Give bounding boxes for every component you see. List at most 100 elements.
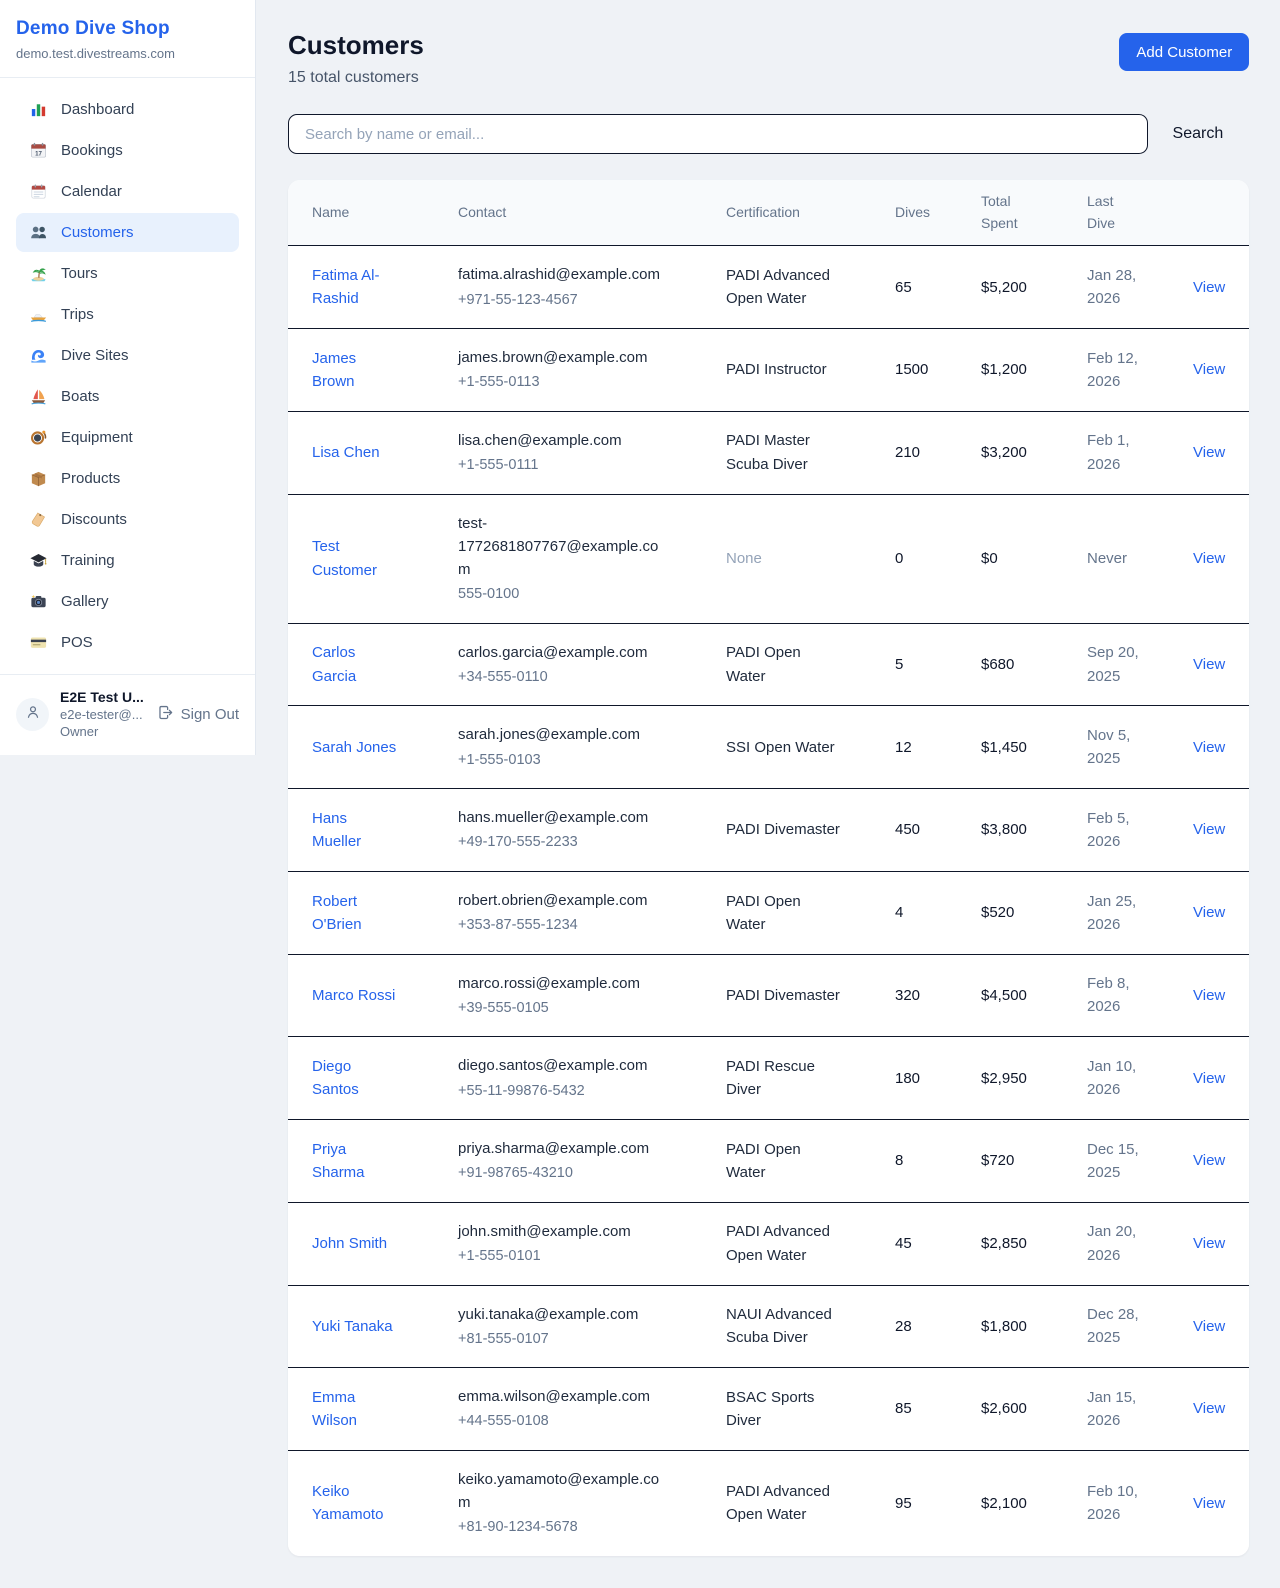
view-link[interactable]: View — [1193, 1400, 1226, 1418]
view-link[interactable]: View — [1193, 904, 1226, 922]
view-link[interactable]: View — [1193, 444, 1226, 462]
sidebar-nav: Dashboard 17 Bookings Calendar Customers Tour… — [0, 78, 255, 674]
view-link[interactable]: View — [1193, 655, 1226, 673]
user-email: e2e-tester@... — [60, 707, 143, 722]
sidebar-item-equipment[interactable]: Equipment — [16, 418, 239, 457]
customer-dives: 95 — [895, 1494, 912, 1512]
sidebar-item-calendar[interactable]: Calendar — [16, 172, 239, 211]
table-row: Emma Wilson emma.wilson@example.com +44-… — [288, 1368, 1250, 1451]
sidebar-item-training[interactable]: Training — [16, 541, 239, 580]
sidebar-item-dashboard[interactable]: Dashboard — [16, 90, 239, 129]
customer-email: sarah.jones@example.com — [458, 726, 640, 744]
customer-phone: +971-55-123-4567 — [458, 291, 578, 308]
customer-name-link[interactable]: Robert O'Brien — [312, 892, 362, 933]
customer-name-link[interactable]: Test Customer — [312, 538, 378, 579]
customer-phone: +49-170-555-2233 — [458, 834, 578, 851]
sidebar-item-label: POS — [61, 634, 93, 651]
add-customer-button[interactable]: Add Customer — [1119, 33, 1250, 71]
page-header-text: Customers 15 total customers — [288, 30, 424, 87]
customer-email: keiko.yamamoto@example.com — [458, 1470, 660, 1512]
svg-text:17: 17 — [35, 150, 42, 157]
sidebar-item-discounts[interactable]: Discounts — [16, 500, 239, 539]
sidebar-item-trips[interactable]: Trips — [16, 295, 239, 334]
sidebar-item-products[interactable]: Products — [16, 459, 239, 498]
customer-total-spent: $520 — [981, 904, 1015, 922]
customer-email: james.brown@example.com — [458, 349, 648, 367]
customer-name-link[interactable]: Marco Rossi — [312, 986, 396, 1004]
customer-name-link[interactable]: Priya Sharma — [312, 1140, 365, 1181]
wave-icon — [29, 346, 48, 365]
user-name: E2E Test U... — [60, 689, 144, 705]
view-link[interactable]: View — [1193, 278, 1226, 296]
customer-name-link[interactable]: James Brown — [312, 349, 357, 390]
sign-out-label: Sign Out — [180, 705, 239, 723]
customer-phone: +1-555-0103 — [458, 751, 541, 768]
camera-icon — [29, 592, 48, 611]
search-button[interactable]: Search — [1148, 125, 1250, 143]
sidebar-item-tours[interactable]: Tours — [16, 254, 239, 293]
customer-total-spent: $720 — [981, 1152, 1015, 1170]
sidebar-item-dive-sites[interactable]: Dive Sites — [16, 336, 239, 375]
customer-name-link[interactable]: Diego Santos — [312, 1057, 359, 1099]
customer-name-link[interactable]: Carlos Garcia — [312, 644, 357, 685]
view-link[interactable]: View — [1193, 1152, 1226, 1170]
table-row: Fatima Al-Rashid fatima.alrashid@example… — [288, 246, 1250, 330]
view-link[interactable]: View — [1193, 738, 1226, 756]
graduation-cap-icon — [29, 551, 48, 570]
customer-name-link[interactable]: Lisa Chen — [312, 444, 380, 462]
column-header-certification: Certification — [726, 203, 800, 220]
sidebar-item-gallery[interactable]: Gallery — [16, 582, 239, 621]
view-link[interactable]: View — [1193, 1317, 1226, 1335]
view-link[interactable]: View — [1193, 986, 1226, 1004]
view-link[interactable]: View — [1193, 550, 1226, 568]
shop-domain: demo.test.divestreams.com — [16, 46, 175, 61]
customer-phone: +55-11-99876-5432 — [458, 1082, 585, 1099]
table-row: Keiko Yamamoto keiko.yamamoto@example.co… — [288, 1450, 1250, 1556]
view-link[interactable]: View — [1193, 1235, 1226, 1253]
sailboat-icon — [29, 387, 48, 406]
view-link[interactable]: View — [1193, 1069, 1226, 1087]
customer-name-link[interactable]: Keiko Yamamoto — [312, 1483, 384, 1524]
customer-certification: PADI Master Scuba Diver — [726, 432, 810, 473]
sidebar-item-label: Customers — [61, 224, 134, 241]
customer-email: robert.obrien@example.com — [458, 891, 648, 909]
search-input[interactable] — [288, 114, 1148, 154]
sign-out-button[interactable]: Sign Out — [157, 704, 239, 725]
view-link[interactable]: View — [1193, 821, 1226, 839]
customers-table: Name Contact Certification Dives Total Spent… — [288, 180, 1250, 1556]
customer-dives: 8 — [895, 1152, 904, 1170]
sidebar-item-customers[interactable]: Customers — [16, 213, 239, 252]
sidebar-item-pos[interactable]: POS — [16, 623, 239, 662]
column-header-dives: Dives — [895, 203, 931, 220]
customer-total-spent: $680 — [981, 655, 1015, 673]
table-body: Fatima Al-Rashid fatima.alrashid@example… — [288, 246, 1250, 1556]
customer-total-spent: $3,800 — [981, 821, 1027, 839]
customer-last-dive: Feb 1, 2026 — [1087, 432, 1130, 473]
customer-email: marco.rossi@example.com — [458, 974, 640, 992]
customer-name-link[interactable]: Yuki Tanaka — [312, 1317, 393, 1335]
customer-total-spent: $4,500 — [981, 986, 1027, 1004]
shop-title: Demo Dive Shop — [16, 18, 170, 39]
customer-total-spent: $1,450 — [981, 738, 1027, 756]
customer-certification: PADI Open Water — [726, 1140, 801, 1181]
customer-dives: 45 — [895, 1235, 912, 1253]
customer-email: carlos.garcia@example.com — [458, 643, 648, 661]
customer-name-link[interactable]: Fatima Al-Rashid — [312, 266, 380, 308]
sidebar-item-bookings[interactable]: 17 Bookings — [16, 131, 239, 170]
customer-dives: 65 — [895, 278, 912, 296]
customer-total-spent: $0 — [981, 550, 998, 568]
sidebar-item-label: Calendar — [61, 183, 122, 200]
view-link[interactable]: View — [1193, 1494, 1226, 1512]
customer-email: lisa.chen@example.com — [458, 431, 622, 449]
customer-dives: 210 — [895, 444, 921, 462]
view-link[interactable]: View — [1193, 361, 1226, 379]
customer-total-spent: $2,850 — [981, 1235, 1027, 1253]
customer-certification: None — [726, 550, 762, 568]
customer-dives: 450 — [895, 821, 921, 839]
customer-name-link[interactable]: Sarah Jones — [312, 738, 397, 756]
customer-name-link[interactable]: John Smith — [312, 1235, 388, 1253]
customer-last-dive: Feb 10, 2026 — [1087, 1483, 1138, 1524]
sidebar-item-boats[interactable]: Boats — [16, 377, 239, 416]
customer-name-link[interactable]: Hans Mueller — [312, 809, 362, 851]
customer-name-link[interactable]: Emma Wilson — [312, 1388, 358, 1430]
